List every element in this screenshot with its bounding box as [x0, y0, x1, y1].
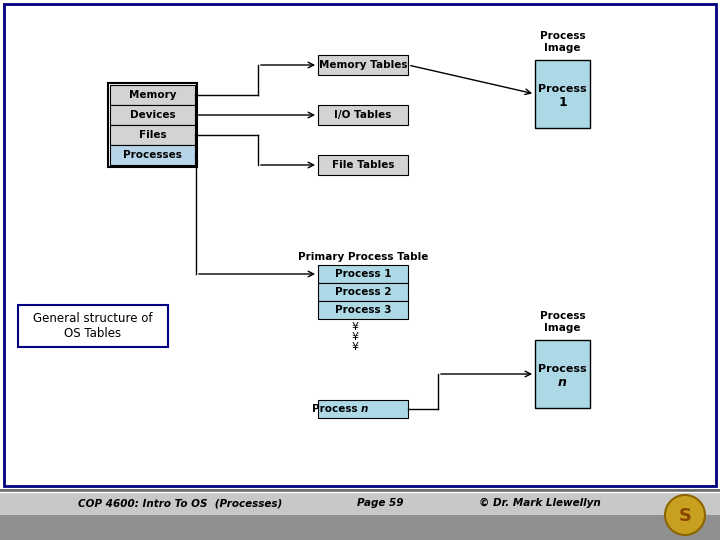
- Text: © Dr. Mark Llewellyn: © Dr. Mark Llewellyn: [479, 498, 601, 508]
- Text: 1: 1: [558, 96, 567, 109]
- Text: Memory: Memory: [129, 90, 176, 100]
- Text: ¥: ¥: [351, 342, 359, 352]
- Text: n: n: [361, 404, 369, 414]
- Text: COP 4600: Intro To OS  (Processes): COP 4600: Intro To OS (Processes): [78, 498, 282, 508]
- Text: S: S: [678, 507, 691, 525]
- FancyBboxPatch shape: [4, 4, 716, 486]
- FancyBboxPatch shape: [318, 283, 408, 301]
- Text: Process 1: Process 1: [335, 269, 391, 279]
- Text: Process: Process: [538, 84, 587, 94]
- FancyBboxPatch shape: [18, 305, 168, 347]
- Text: ¥: ¥: [351, 332, 359, 342]
- FancyBboxPatch shape: [318, 301, 408, 319]
- FancyBboxPatch shape: [110, 105, 195, 125]
- Text: Process: Process: [312, 404, 361, 414]
- Text: Primary Process Table: Primary Process Table: [298, 252, 428, 262]
- FancyBboxPatch shape: [318, 400, 408, 418]
- FancyBboxPatch shape: [0, 490, 720, 515]
- Text: Page 59: Page 59: [356, 498, 403, 508]
- Text: I/O Tables: I/O Tables: [334, 110, 392, 120]
- FancyBboxPatch shape: [318, 105, 408, 125]
- FancyBboxPatch shape: [110, 145, 195, 165]
- FancyBboxPatch shape: [535, 340, 590, 408]
- FancyBboxPatch shape: [318, 265, 408, 283]
- Text: Process
Image: Process Image: [540, 311, 585, 333]
- Text: File Tables: File Tables: [332, 160, 395, 170]
- Text: Memory Tables: Memory Tables: [319, 60, 408, 70]
- Text: Process 2: Process 2: [335, 287, 391, 297]
- Text: Files: Files: [139, 130, 166, 140]
- FancyBboxPatch shape: [535, 60, 590, 128]
- FancyBboxPatch shape: [110, 85, 195, 105]
- Text: General structure of
OS Tables: General structure of OS Tables: [33, 312, 153, 340]
- Text: Devices: Devices: [130, 110, 175, 120]
- FancyBboxPatch shape: [318, 155, 408, 175]
- FancyBboxPatch shape: [318, 55, 408, 75]
- FancyBboxPatch shape: [110, 125, 195, 145]
- Text: Process 3: Process 3: [335, 305, 391, 315]
- Text: Processes: Processes: [123, 150, 182, 160]
- FancyBboxPatch shape: [0, 515, 720, 540]
- Text: n: n: [558, 375, 567, 388]
- Text: Process: Process: [538, 364, 587, 374]
- Text: ¥: ¥: [351, 322, 359, 332]
- Circle shape: [665, 495, 705, 535]
- Text: Process
Image: Process Image: [540, 31, 585, 53]
